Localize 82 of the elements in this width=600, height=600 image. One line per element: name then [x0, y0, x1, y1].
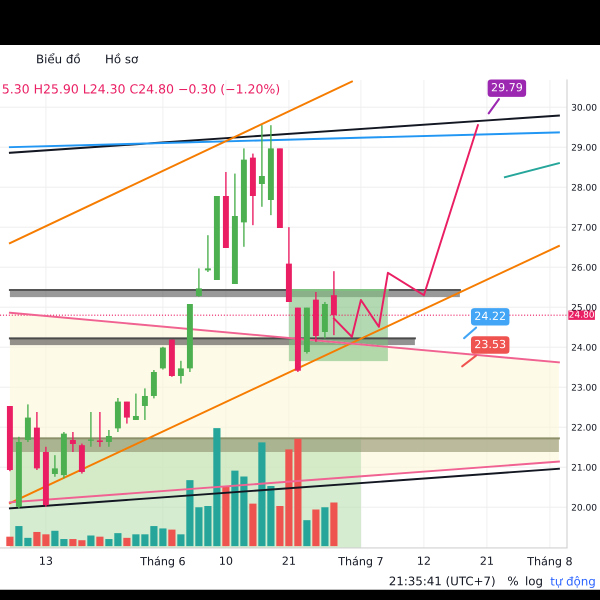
y-tick-label: 20.00 — [572, 504, 596, 511]
bar — [6, 536, 14, 546]
text: log — [526, 576, 542, 588]
bar — [231, 470, 238, 546]
text: 21:35:41 (UTC+7) — [390, 576, 495, 587]
candlestick — [204, 234, 211, 273]
bar — [105, 539, 112, 546]
x-tick-label: Tháng 8 — [527, 556, 572, 568]
text: % — [508, 576, 518, 586]
candlestick — [132, 392, 139, 421]
candlestick — [150, 369, 157, 400]
x-tick-label: Tháng 6 — [140, 556, 185, 568]
bar — [15, 526, 22, 546]
bar — [78, 540, 86, 546]
y-tick-label: 23.00 — [572, 384, 596, 391]
x-tick-label: Tháng 7 — [338, 556, 383, 568]
text: tự động — [550, 576, 595, 588]
annotation: 24.22 — [475, 312, 505, 320]
bar — [186, 480, 194, 546]
y-tick-label: 27.00 — [572, 224, 596, 231]
bar — [312, 510, 320, 546]
y-tick-label: 29.00 — [572, 144, 596, 151]
bar — [330, 502, 338, 546]
candlestick — [178, 360, 184, 384]
chart-subtitle: 5.30 H25.90 L24.30 C24.80 −0.30 (−1.20%) — [2, 84, 280, 96]
bar — [285, 449, 292, 546]
bar — [114, 533, 122, 546]
y-tick-label: 25.00 — [572, 304, 596, 311]
bar — [240, 476, 248, 546]
bar — [276, 506, 284, 546]
y-tick-label: 22.00 — [572, 424, 596, 431]
x-tick-label: 13 — [40, 556, 52, 565]
bar — [132, 534, 140, 546]
candlestick — [160, 346, 166, 370]
x-tick-label: 12 — [418, 556, 430, 565]
bar — [195, 507, 202, 546]
bar — [321, 507, 328, 546]
annotation: 29.79 — [492, 83, 522, 92]
candlestick — [196, 268, 202, 298]
y-tick-label: 24.00 — [572, 344, 596, 351]
bar — [69, 539, 76, 546]
candlestick — [124, 400, 130, 424]
text: Biểu đồ — [37, 53, 80, 64]
bar — [294, 438, 302, 546]
bar — [213, 428, 220, 546]
bar — [303, 520, 310, 546]
candlestick — [88, 411, 94, 448]
y-tick-label: 30.00 — [572, 104, 596, 111]
bar — [249, 504, 256, 546]
bar — [33, 532, 40, 546]
bar — [141, 534, 148, 546]
candlestick — [24, 404, 31, 443]
bar — [258, 442, 266, 546]
x-tick-label: 21 — [480, 556, 493, 565]
candlestick — [106, 429, 112, 448]
bar — [159, 528, 166, 546]
candlestick — [52, 454, 58, 478]
bar — [123, 538, 130, 546]
annotation: 23.53 — [475, 340, 506, 348]
bar — [222, 486, 230, 546]
bar — [168, 530, 176, 546]
candlestick — [96, 411, 103, 448]
bar — [177, 534, 184, 546]
text: Hồ sơ — [106, 53, 138, 64]
bar — [42, 534, 50, 546]
bar — [51, 530, 58, 546]
x-tick-label: 10 — [220, 556, 232, 565]
ref-line-label: 24.80 — [569, 310, 594, 318]
y-tick-label: 26.00 — [572, 264, 596, 271]
bar — [96, 536, 104, 546]
candlestick — [142, 388, 148, 421]
x-tick-label: 21 — [282, 556, 295, 565]
bar — [87, 535, 94, 546]
candlestick — [70, 431, 76, 453]
y-tick-label: 21.00 — [572, 464, 596, 471]
y-tick-label: 28.00 — [572, 184, 596, 191]
bar — [204, 506, 212, 546]
bar — [150, 526, 158, 546]
candlestick — [258, 124, 265, 208]
bar — [267, 486, 274, 546]
bar — [60, 539, 68, 546]
bar — [24, 538, 32, 546]
